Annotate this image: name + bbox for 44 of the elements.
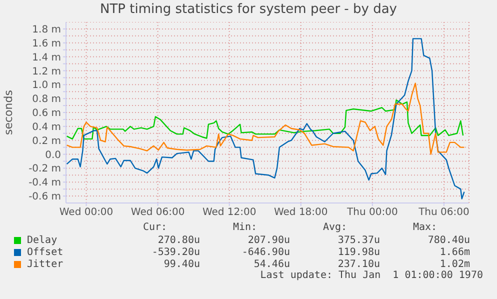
line-series (66, 82, 465, 155)
text: Max: (412, 222, 438, 234)
text: 207.90u (246, 234, 290, 246)
y-tick-label: 0.4 m (32, 122, 61, 133)
text: 99.40u (162, 258, 200, 270)
y-tick-label: 0.2 m (32, 136, 61, 147)
y-tick-label: -0.6 m (28, 192, 61, 203)
text: Last update: Thu Jan 1 01:00:00 1970 (259, 270, 483, 282)
y-tick-label: 0.8 m (32, 94, 61, 106)
text: Avg: (322, 222, 348, 234)
x-tick-label: Wed 06:00 (130, 207, 185, 218)
y-tick-label: -0.4 m (28, 178, 61, 189)
text: Min: (232, 222, 258, 234)
x-tick-label: Wed 18:00 (274, 207, 328, 218)
y-tick-label: 1.6 m (32, 38, 61, 50)
y-tick-label: 1.2 m (32, 66, 61, 78)
y-tick-label: 1.0 m (32, 80, 61, 92)
legend-label: Offset (27, 246, 64, 258)
x-tick-label: Thu 06:00 (418, 207, 470, 218)
text: 375.37u (336, 234, 380, 246)
y-tick-label: 0.6 m (32, 108, 61, 120)
text: -646.90u (240, 246, 290, 258)
x-tick-label: Wed 00:00 (59, 207, 114, 218)
text: 780.40u (426, 234, 470, 246)
text: 270.80u (156, 234, 200, 246)
text: 54.46u (252, 258, 290, 270)
x-tick-label: Wed 12:00 (202, 207, 256, 218)
line-series (66, 99, 464, 140)
text: 1.02m (438, 258, 470, 270)
legend-label: Delay (27, 234, 58, 246)
text: -539.20u (150, 246, 200, 258)
text: 237.10u (336, 258, 380, 270)
y-tick-label: 1.8 m (32, 24, 61, 36)
text: 1.66m (438, 246, 470, 258)
x-tick-label: Thu 00:00 (346, 207, 398, 218)
chart-title: NTP timing statistics for system peer - by day (98, 2, 398, 17)
line-series (66, 38, 465, 200)
text: Cur: (142, 222, 168, 234)
text: 119.98u (336, 246, 380, 258)
y-tick-label: 1.4 m (32, 52, 61, 64)
y-tick-label: -0.2 m (28, 164, 61, 175)
legend-label: Jitter (27, 258, 64, 270)
y-axis-title: seconds (2, 90, 15, 135)
y-tick-label: 0.0 (45, 150, 61, 161)
